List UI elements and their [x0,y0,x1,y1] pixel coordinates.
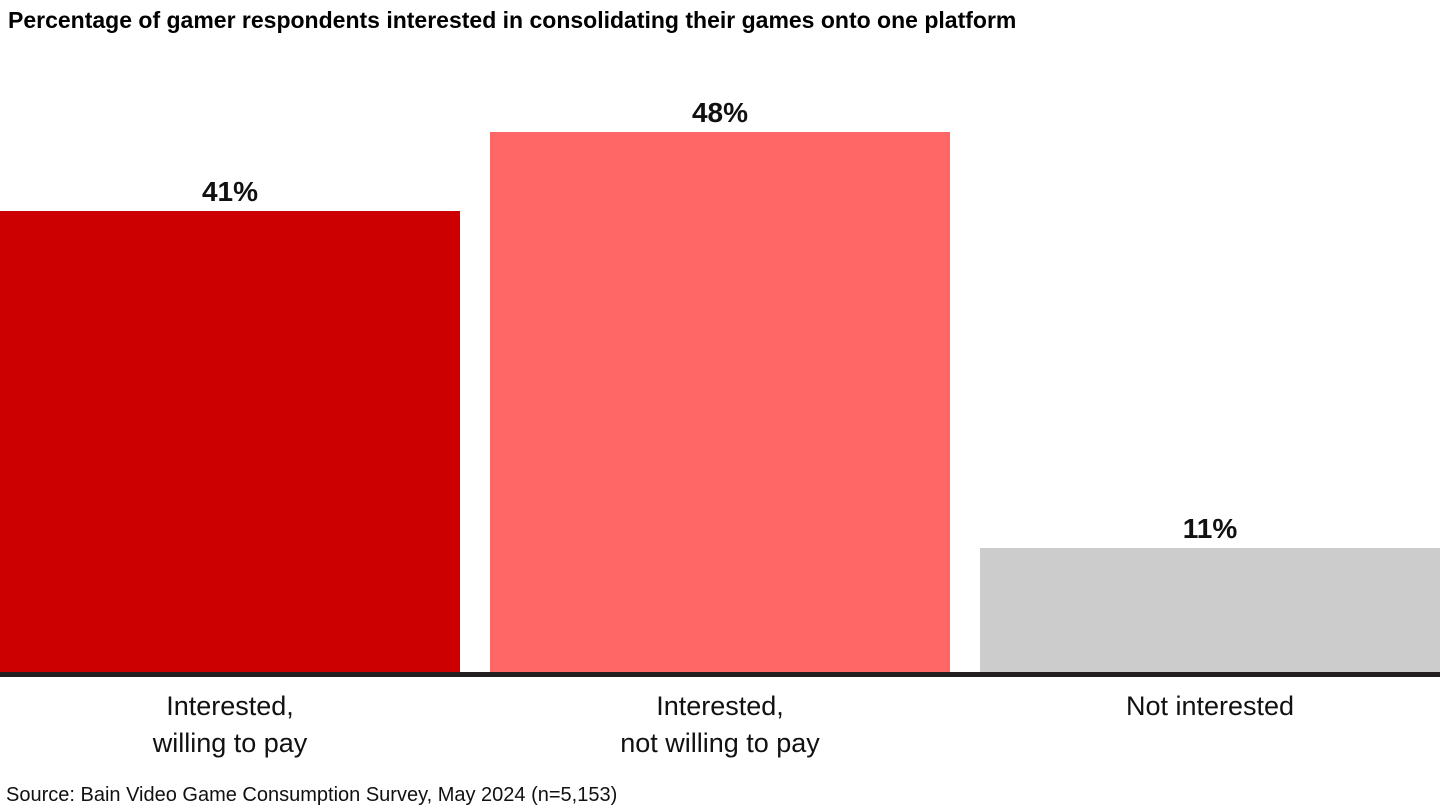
bar-value-label-2: 48% [691,97,749,128]
source-note: Source: Bain Video Game Consumption Surv… [6,784,618,806]
bar-3 [980,548,1440,672]
bar-value-label-3: 11% [1182,513,1238,544]
bar-1 [0,211,460,672]
bar-value-label-1: 41% [201,176,259,207]
chart-title: Percentage of gamer respondents interest… [8,7,1017,33]
category-label-2: Interested, not willing to pay [620,691,820,758]
x-axis-line [0,672,1440,677]
category-label-3: Not interested [1125,691,1295,721]
bar-2 [490,132,950,672]
category-label-1: Interested, willing to pay [152,691,308,758]
